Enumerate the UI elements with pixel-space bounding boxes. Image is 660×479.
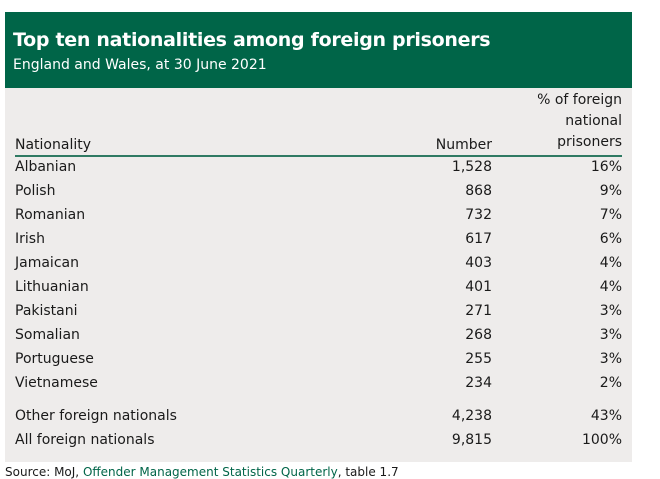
nationality-cell: Irish xyxy=(15,231,45,247)
number-cell: 732 xyxy=(465,207,492,223)
table-row: Other foreign nationals 4,238 43% xyxy=(15,404,622,428)
number-cell: 1,528 xyxy=(451,159,492,175)
nationality-cell: Other foreign nationals xyxy=(15,408,177,424)
number-cell: 255 xyxy=(465,351,492,367)
table-subtitle: England and Wales, at 30 June 2021 xyxy=(13,57,267,73)
table-header: Top ten nationalities among foreign pris… xyxy=(5,12,632,88)
table-row: Polish 868 9% xyxy=(15,179,622,203)
table-row: Romanian 732 7% xyxy=(15,203,622,227)
number-cell: 234 xyxy=(465,375,492,391)
number-cell: 9,815 xyxy=(451,432,492,448)
source-note: Source: MoJ, Offender Management Statist… xyxy=(5,465,399,479)
percent-cell: 6% xyxy=(599,231,622,247)
nationality-cell: Pakistani xyxy=(15,303,78,319)
percent-cell: 2% xyxy=(599,375,622,391)
number-cell: 403 xyxy=(465,255,492,271)
source-suffix: , table 1.7 xyxy=(337,465,399,479)
nationality-cell: All foreign nationals xyxy=(15,432,155,448)
nationality-cell: Portuguese xyxy=(15,351,94,367)
nationality-cell: Vietnamese xyxy=(15,375,98,391)
percent-cell: 4% xyxy=(599,279,622,295)
nationality-cell: Albanian xyxy=(15,159,77,175)
number-cell: 268 xyxy=(465,327,492,343)
table-row: Pakistani 271 3% xyxy=(15,299,622,323)
percent-cell: 3% xyxy=(599,351,622,367)
number-cell: 617 xyxy=(465,231,492,247)
percent-cell: 16% xyxy=(590,159,622,175)
table-row: Portuguese 255 3% xyxy=(15,347,622,371)
table-row: Albanian 1,528 16% xyxy=(15,155,622,179)
table-row: Lithuanian 401 4% xyxy=(15,275,622,299)
table-row: Vietnamese 234 2% xyxy=(15,371,622,395)
percent-cell: 43% xyxy=(590,408,622,424)
table-panel: Top ten nationalities among foreign pris… xyxy=(5,12,632,462)
number-cell: 4,238 xyxy=(451,408,492,424)
number-cell: 401 xyxy=(465,279,492,295)
table-row: All foreign nationals 9,815 100% xyxy=(15,428,622,452)
number-cell: 271 xyxy=(465,303,492,319)
column-headers: Nationality Number % of foreign national… xyxy=(15,92,622,157)
nationality-cell: Somalian xyxy=(15,327,80,343)
percent-cell: 3% xyxy=(599,303,622,319)
nationality-cell: Romanian xyxy=(15,207,86,223)
table-row: Jamaican 403 4% xyxy=(15,251,622,275)
col-number: Number xyxy=(435,137,492,153)
source-prefix: Source: MoJ, xyxy=(5,465,83,479)
nationality-cell: Jamaican xyxy=(15,255,79,271)
percent-cell: 4% xyxy=(599,255,622,271)
table-row: Somalian 268 3% xyxy=(15,323,622,347)
percent-cell: 7% xyxy=(599,207,622,223)
percent-cell: 100% xyxy=(581,432,622,448)
source-link[interactable]: Offender Management Statistics Quarterly xyxy=(82,465,338,479)
col-percent: % of foreign national prisoners xyxy=(537,92,622,150)
table-title: Top ten nationalities among foreign pris… xyxy=(13,29,491,51)
percent-cell: 3% xyxy=(599,327,622,343)
nationality-cell: Lithuanian xyxy=(15,279,89,295)
percent-cell: 9% xyxy=(599,183,622,199)
nationality-cell: Polish xyxy=(15,183,56,199)
number-cell: 868 xyxy=(465,183,492,199)
col-nationality: Nationality xyxy=(15,137,92,153)
table-row: Irish 617 6% xyxy=(15,227,622,251)
